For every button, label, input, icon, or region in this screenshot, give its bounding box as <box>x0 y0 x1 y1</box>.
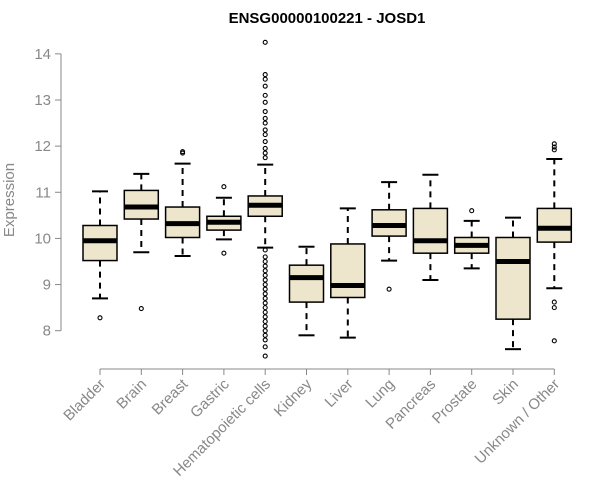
outlier-point <box>262 108 268 115</box>
outlier-point <box>551 144 557 150</box>
outlier-point <box>262 337 268 343</box>
outlier-point <box>262 291 268 297</box>
outlier-point <box>262 263 268 269</box>
outlier-point <box>221 184 227 190</box>
axes: 8 9 10 11 12 13 14 <box>34 46 555 375</box>
box-iqr <box>330 243 366 299</box>
box-liver <box>330 207 366 339</box>
outlier-point <box>262 115 268 121</box>
x-tick-label: Bladder <box>60 376 109 425</box>
outlier-point <box>262 328 268 334</box>
outlier-point <box>262 76 268 82</box>
y-tick-label: 9 <box>43 277 51 294</box>
outlier-point <box>262 344 268 350</box>
outlier-point <box>262 83 268 89</box>
y-tick-label: 10 <box>34 230 51 247</box>
outlier-point <box>262 92 268 98</box>
outlier-point <box>262 309 268 315</box>
box-lung <box>371 181 407 292</box>
outlier-point <box>262 138 268 145</box>
x-tick-label: Kidney <box>271 375 316 420</box>
outlier-point <box>262 145 268 151</box>
outlier-point <box>97 315 103 321</box>
box-pancreas <box>412 173 449 281</box>
outlier-point <box>551 299 557 305</box>
y-tick-label: 13 <box>34 92 51 109</box>
outlier-point <box>551 305 557 311</box>
outlier-point <box>262 150 268 156</box>
outlier-point <box>262 286 268 292</box>
y-tick-label: 12 <box>34 138 51 155</box>
outlier-point <box>262 295 268 301</box>
y-tick-label: 11 <box>35 184 51 201</box>
x-tick-label: Skin <box>489 376 522 409</box>
outlier-point <box>551 141 557 147</box>
box-iqr <box>288 264 325 303</box>
x-tick-label: Liver <box>322 376 357 411</box>
outlier-point <box>262 127 268 133</box>
outlier-point <box>262 353 268 359</box>
outlier-point <box>180 149 186 155</box>
box-breast <box>164 149 201 257</box>
outlier-point <box>262 318 268 325</box>
box-bladder <box>82 190 118 321</box>
outlier-point <box>262 72 268 78</box>
box-iqr <box>536 207 573 243</box>
outlier-point <box>469 208 475 214</box>
outlier-point <box>262 323 268 329</box>
outlier-point <box>262 120 268 126</box>
chart-title: ENSG00000100221 - JOSD1 <box>229 10 426 27</box>
outlier-point <box>262 39 268 45</box>
box-iqr <box>495 236 531 320</box>
box-gastric <box>206 184 242 256</box>
outlier-point <box>262 258 268 265</box>
outlier-point <box>262 277 268 283</box>
outlier-point <box>262 305 268 311</box>
outlier-point <box>221 250 227 256</box>
outlier-point <box>551 147 557 153</box>
outlier-point <box>262 155 268 161</box>
outlier-point <box>262 300 268 306</box>
box-marks <box>82 39 573 359</box>
outlier-point <box>262 268 268 274</box>
y-tick-label: 14 <box>34 46 51 63</box>
box-skin <box>495 216 531 351</box>
outlier-point <box>262 332 268 338</box>
box-prostate <box>453 208 490 270</box>
outlier-point <box>262 282 268 288</box>
box-iqr <box>412 207 449 254</box>
box-hematopoietic-cells <box>247 39 283 359</box>
box-brain <box>123 172 160 312</box>
x-tick-label: Brain <box>113 376 150 413</box>
x-tick-label: Lung <box>362 376 398 412</box>
box-unknown-other <box>536 141 573 344</box>
box-iqr <box>371 209 407 237</box>
outlier-point <box>262 272 268 278</box>
outlier-point <box>386 286 392 292</box>
outlier-point <box>138 306 144 312</box>
outlier-point <box>262 132 268 138</box>
box-kidney <box>288 245 325 337</box>
y-axis-label: Expression <box>1 163 18 237</box>
x-tick-label: Prostate <box>429 376 481 428</box>
outlier-point <box>551 338 557 344</box>
x-tick-label: Breast <box>149 375 192 418</box>
outlier-point <box>262 254 268 260</box>
outlier-point <box>262 99 268 105</box>
outlier-point <box>262 314 268 320</box>
outlier-point <box>262 247 268 253</box>
y-tick-label: 8 <box>43 323 51 340</box>
